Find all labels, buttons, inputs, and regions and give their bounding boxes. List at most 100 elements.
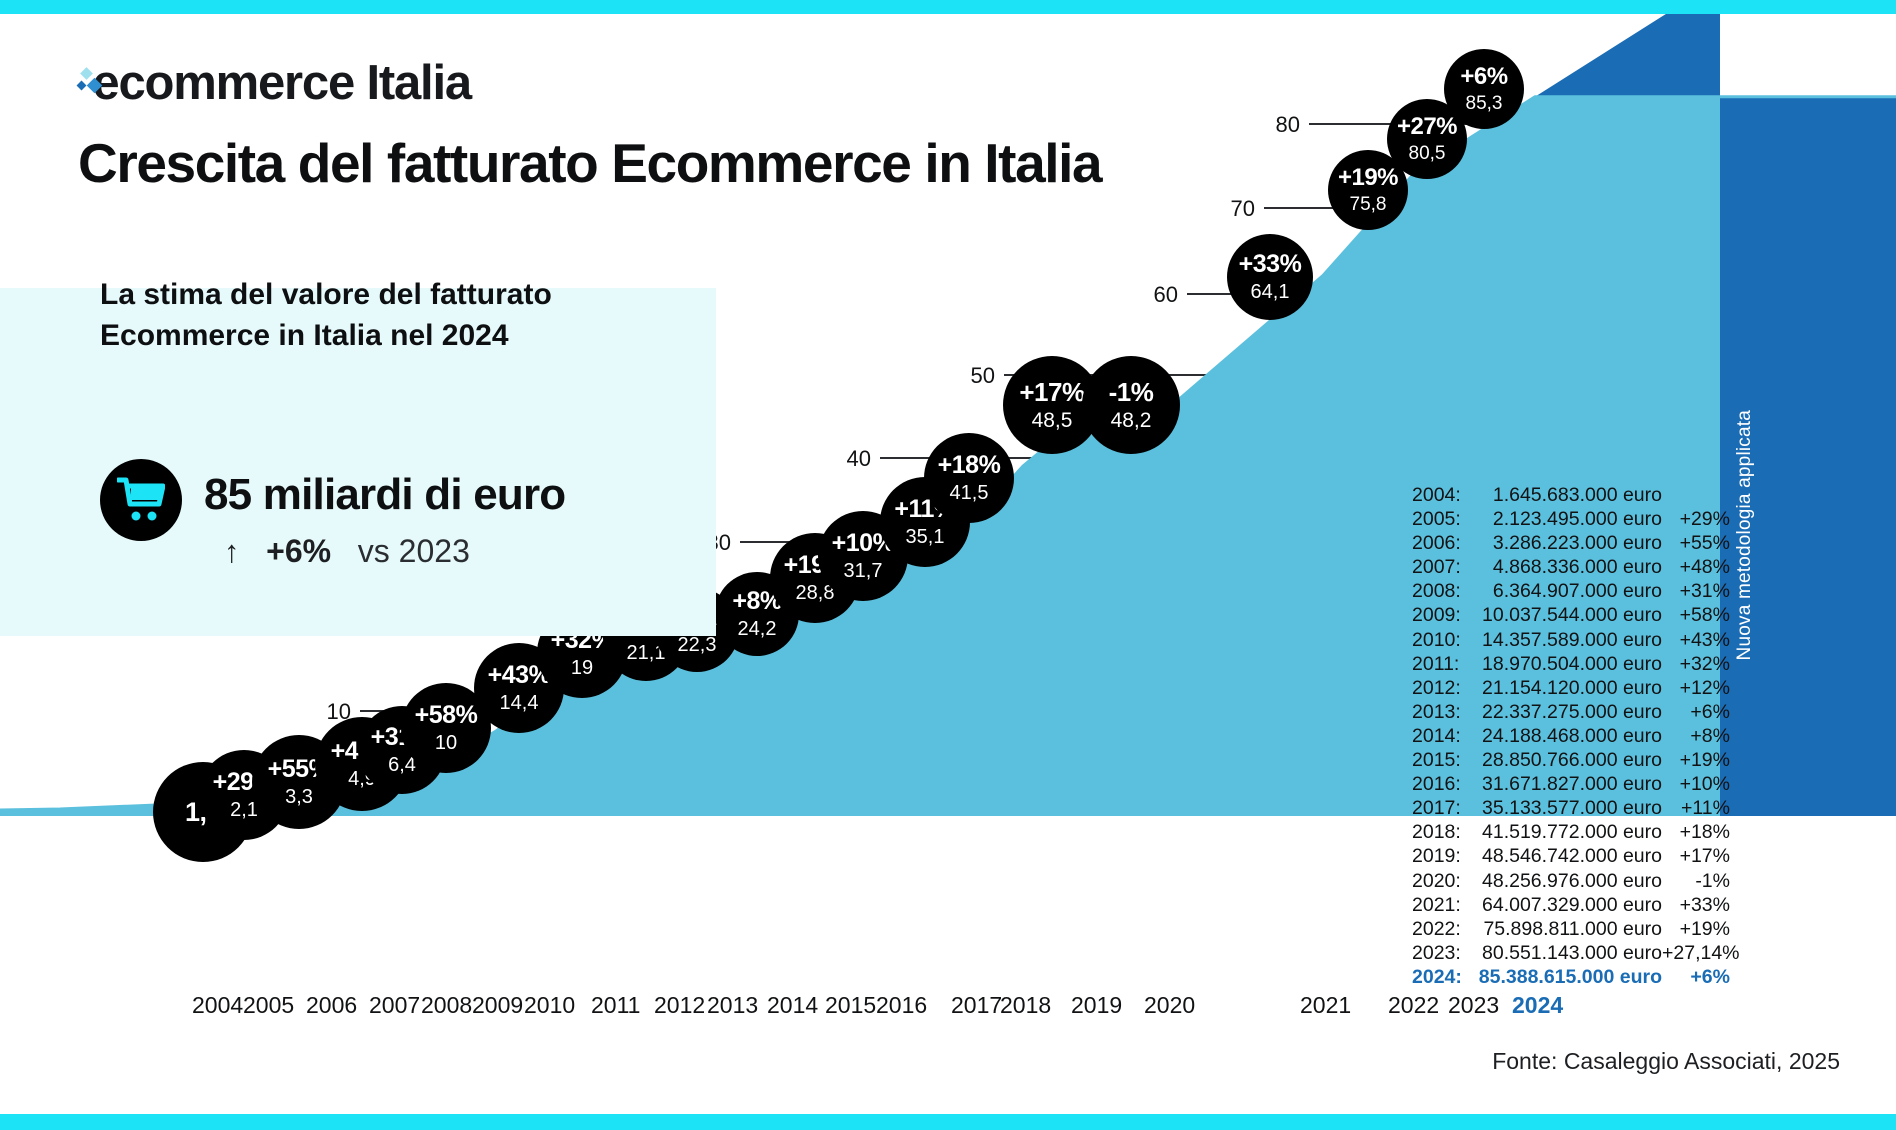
x-label-2019: 2019 [1071,992,1123,1018]
bubble-value-2017: 35,1 [905,526,945,548]
table-cell-growth: +19% [1679,917,1730,940]
bubble-growth-2024: +6% [1460,63,1508,90]
table-cell-growth: +27,14% [1662,941,1740,964]
bubble-growth-2021: +33% [1238,250,1302,278]
table-cell-growth: +32% [1679,652,1730,675]
table-cell-amount: 4.868.336.000 euro [1492,556,1662,579]
table-cell-year: 2023: [1412,941,1461,964]
table-cell-year: 2024: [1412,965,1462,988]
bubble-value-2009: 10 [434,732,458,754]
y-tick-70: 70 [1230,196,1255,221]
x-label-2017: 2017 [951,992,1003,1018]
table-cell-year: 2009: [1412,604,1461,627]
page-title: Crescita del fatturato Ecommerce in Ital… [78,132,1103,194]
bubble-2021: +33% 64,1 [1227,234,1313,320]
table-cell-year: 2017: [1412,797,1461,820]
bubble-growth-2022: +19% [1337,164,1399,191]
table-cell-growth: +43% [1679,628,1730,651]
bubble-2019: +17% 48,5 [1003,356,1101,454]
table-row: 2024: 85.388.615.000 euro +6% [1412,965,1730,989]
x-label-2023: 2023 [1448,992,1500,1018]
bubble-2018: +18% 41,5 [924,433,1014,523]
table-cell-growth: +12% [1679,676,1730,699]
table-cell-amount: 18.970.504.000 euro [1482,652,1662,675]
headline-value: 85 miliardi di euro [204,470,566,519]
x-label-2022: 2022 [1388,992,1440,1018]
table-cell-year: 2016: [1412,773,1461,796]
table-cell-year: 2010: [1412,628,1461,651]
bubble-value-2016: 31,7 [843,560,883,582]
bubble-value-2008: 6,4 [388,754,416,776]
x-label-2014: 2014 [767,992,819,1018]
bubble-value-2005: 2,1 [230,799,258,821]
table-cell-amount: 10.037.544.000 euro [1482,604,1662,627]
table-cell-growth: +8% [1690,724,1730,747]
brand-logo: ecommerce Italia [76,55,472,111]
table-row: 2005: 2.123.495.000 euro +29% [1412,507,1730,531]
shopping-cart-icon [100,459,182,541]
table-cell-amount: 3.286.223.000 euro [1492,532,1662,555]
table-row: 2018: 41.519.772.000 euro +18% [1412,820,1730,844]
table-cell-growth: +48% [1679,556,1730,579]
summary-panel-title: La stima del valore del fatturato Ecomme… [100,278,552,352]
table-cell-amount: 64.007.329.000 euro [1482,893,1662,916]
table-cell-growth: +10% [1679,773,1730,796]
bubble-2024: +6% 85,3 [1444,49,1524,129]
table-cell-year: 2007: [1412,556,1461,579]
table-cell-amount: 31.671.827.000 euro [1482,773,1662,796]
table-row: 2008: 6.364.907.000 euro +31% [1412,579,1730,603]
table-cell-year: 2008: [1412,580,1461,603]
table-cell-year: 2014: [1412,724,1461,747]
table-cell-growth: +33% [1679,893,1730,916]
bubble-value-2022: 75,8 [1349,194,1387,215]
bubble-value-2012: 21,1 [626,642,666,664]
bubble-value-2006: 3,3 [285,786,313,808]
table-cell-growth: +6% [1690,700,1730,723]
bubble-value-2024: 85,3 [1465,93,1503,114]
bubble-growth-2019: +17% [1019,377,1085,407]
bubble-growth-2023: +27% [1396,113,1458,140]
table-cell-growth: +55% [1679,532,1730,555]
yoy-delta: ↑ +6% vs 2023 [224,533,470,570]
bubble-value-2013: 22,3 [677,634,717,656]
table-cell-amount: 41.519.772.000 euro [1482,821,1662,844]
table-row: 2019: 48.546.742.000 euro +17% [1412,844,1730,868]
x-label-2011: 2011 [591,992,641,1018]
logo-word-italia: Italia [366,56,472,110]
y-tick-50: 50 [970,363,995,388]
table-cell-year: 2006: [1412,532,1461,555]
x-label-2018: 2018 [1000,992,1052,1018]
table-cell-year: 2015: [1412,749,1461,772]
table-row: 2021: 64.007.329.000 euro +33% [1412,893,1730,917]
table-row: 2020: 48.256.976.000 euro -1% [1412,869,1730,893]
table-cell-growth: +29% [1679,508,1730,531]
table-row: 2007: 4.868.336.000 euro +48% [1412,555,1730,579]
table-cell-amount: 85.388.615.000 euro [1478,965,1662,988]
table-cell-year: 2005: [1412,508,1461,531]
y-tick-60: 60 [1153,282,1178,307]
x-label-2008: 2008 [421,992,473,1018]
table-row: 2014: 24.188.468.000 euro +8% [1412,724,1730,748]
delta-percent: +6% [266,533,332,569]
table-cell-amount: 24.188.468.000 euro [1482,724,1662,747]
cart-glyph [117,477,165,521]
table-row: 2015: 28.850.766.000 euro +19% [1412,748,1730,772]
x-label-2009: 2009 [472,992,524,1018]
table-cell-amount: 75.898.811.000 euro [1483,917,1662,940]
table-cell-amount: 80.551.143.000 euro [1482,941,1662,964]
y-tick-80: 80 [1275,112,1300,137]
bubble-value-2015: 28,8 [795,582,835,604]
y-tick-40: 40 [846,446,871,471]
table-cell-year: 2013: [1412,700,1461,723]
table-cell-growth: -1% [1695,869,1730,892]
table-row: 2016: 31.671.827.000 euro +10% [1412,772,1730,796]
x-label-2020: 2020 [1144,992,1196,1018]
x-label-2007: 2007 [369,992,421,1018]
table-cell-year: 2021: [1412,893,1461,916]
bubble-value-2020: 48,2 [1110,409,1152,432]
table-cell-year: 2004: [1412,484,1461,506]
table-row: 2011: 18.970.504.000 euro +32% [1412,652,1730,676]
table-row: 2010: 14.357.589.000 euro +43% [1412,628,1730,652]
x-label-2006: 2006 [306,992,358,1018]
